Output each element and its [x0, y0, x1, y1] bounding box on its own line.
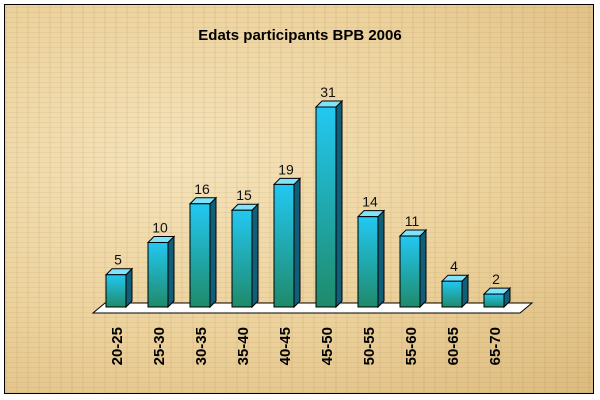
- category-label-30-35: 30-35: [193, 327, 210, 365]
- bar-45-50: [314, 99, 344, 309]
- bar-25-30: [146, 235, 176, 309]
- category-label-45-50: 45-50: [319, 327, 336, 365]
- chart-frame: Edats participants BPB 2006 5 10 16 15 19 31 1…: [4, 4, 594, 394]
- category-label-60-65: 60-65: [445, 327, 462, 365]
- bar-65-70: [482, 286, 512, 309]
- bar-55-60: [398, 228, 428, 309]
- category-label-25-30: 25-30: [151, 327, 168, 365]
- category-label-20-25: 20-25: [109, 327, 126, 365]
- data-label-30-35: 16: [194, 181, 210, 197]
- data-label-60-65: 4: [450, 258, 458, 274]
- category-label-40-45: 40-45: [277, 327, 294, 365]
- chart-title: Edats participants BPB 2006: [198, 27, 402, 44]
- bar-50-55: [356, 209, 386, 309]
- bar-60-65: [440, 273, 470, 309]
- bar-35-40: [230, 203, 260, 309]
- data-label-50-55: 14: [362, 194, 378, 210]
- category-label-35-40: 35-40: [235, 327, 252, 365]
- data-label-20-25: 5: [114, 252, 122, 268]
- bar-chart: 5 10 16 15 19 31 14 11 4 2 20-25 25-30 30-35 35-40 40…: [91, 84, 534, 365]
- bar-40-45: [272, 177, 302, 309]
- data-label-40-45: 19: [278, 161, 294, 177]
- category-label-65-70: 65-70: [487, 327, 504, 365]
- data-label-55-60: 11: [405, 213, 420, 229]
- bar-30-35: [188, 196, 218, 309]
- bar-20-25: [104, 267, 134, 309]
- data-label-65-70: 2: [492, 271, 500, 287]
- data-label-35-40: 15: [236, 187, 252, 203]
- data-label-45-50: 31: [320, 84, 336, 100]
- category-label-50-55: 50-55: [361, 327, 378, 365]
- category-label-55-60: 55-60: [403, 327, 420, 365]
- data-label-25-30: 10: [152, 219, 168, 235]
